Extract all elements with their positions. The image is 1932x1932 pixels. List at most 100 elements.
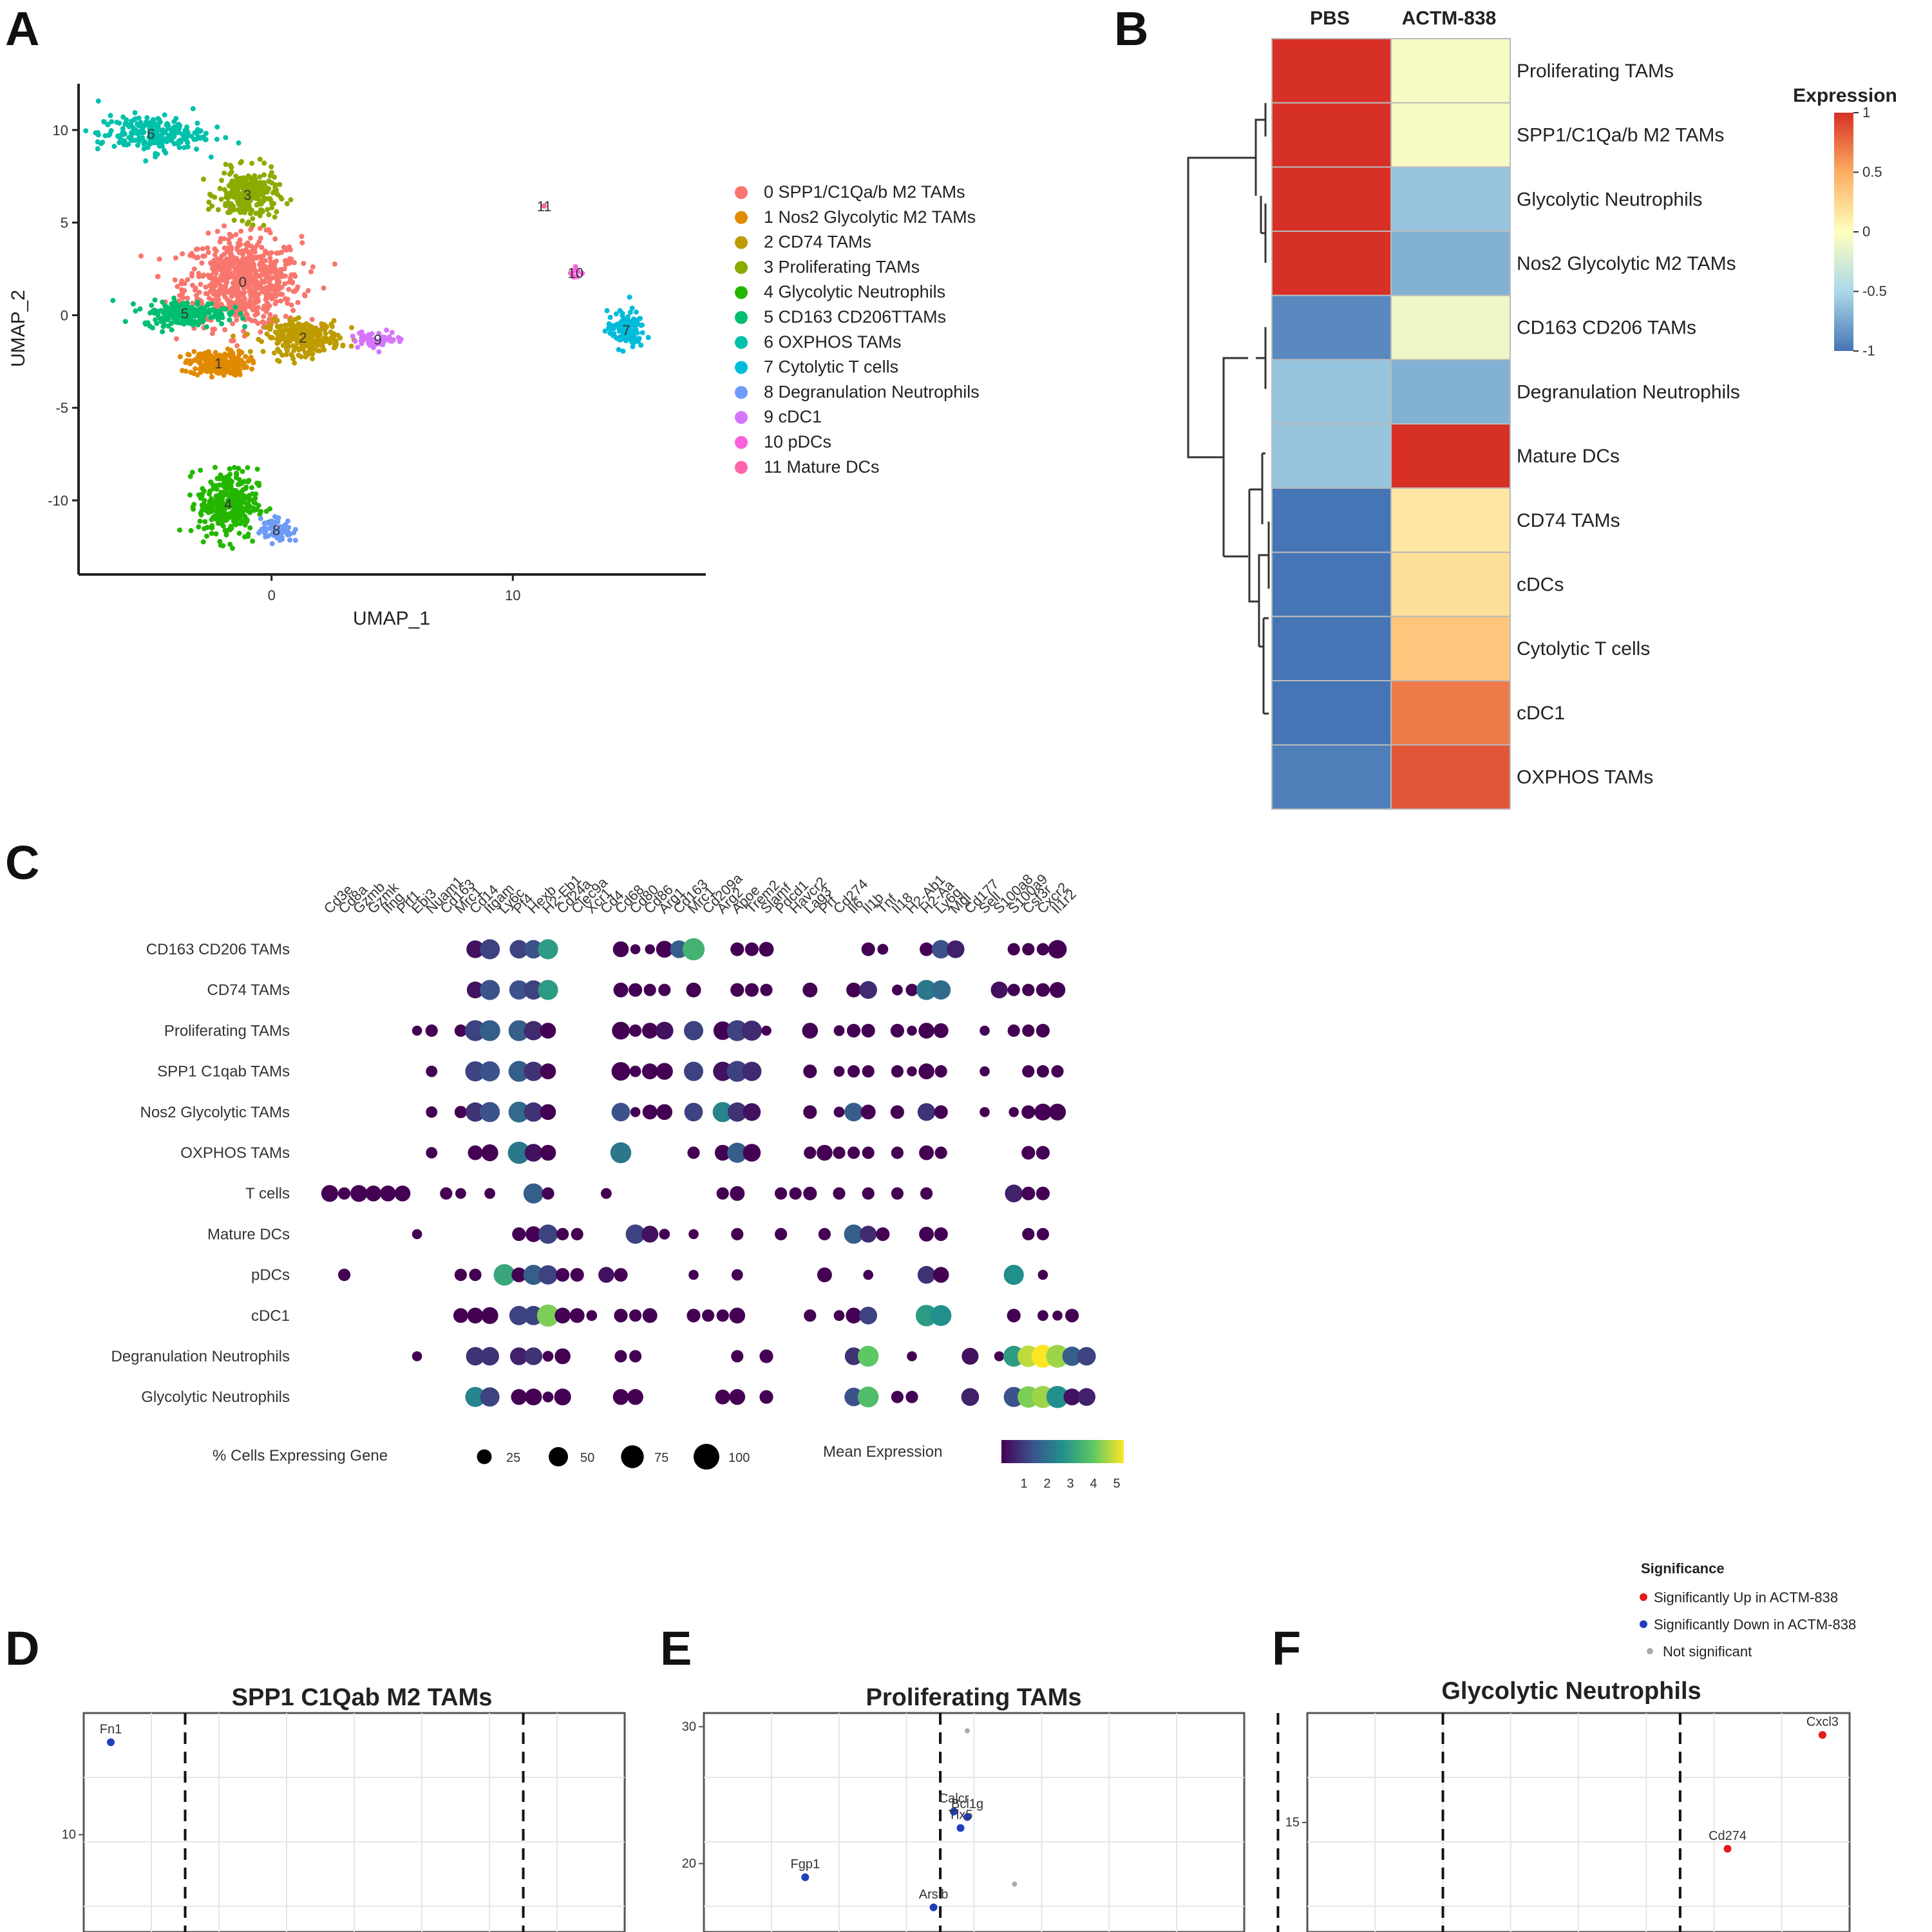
legend-down-marker xyxy=(1640,1620,1647,1628)
umap-point-cluster-0 xyxy=(220,272,226,278)
umap-point-cluster-9 xyxy=(352,338,358,344)
dotplot-dot xyxy=(741,1020,762,1041)
umap-point-cluster-3 xyxy=(256,186,261,192)
umap-y-label: UMAP_2 xyxy=(8,290,29,367)
umap-point-cluster-7 xyxy=(613,311,619,317)
umap-point-cluster-2 xyxy=(247,349,253,354)
umap-point-cluster-0 xyxy=(174,336,179,342)
umap-point-cluster-0 xyxy=(252,318,258,324)
umap-point-cluster-9 xyxy=(364,336,370,341)
umap-point-cluster-7 xyxy=(621,334,627,339)
umap-point-cluster-1 xyxy=(213,350,218,355)
umap-point-cluster-2 xyxy=(281,328,287,334)
umap-point-cluster-4 xyxy=(251,507,257,513)
umap-point-cluster-0 xyxy=(279,274,285,279)
umap-point-cluster-2 xyxy=(321,323,327,328)
dotplot-dot xyxy=(1021,1146,1036,1160)
umap-point-cluster-4 xyxy=(231,464,237,470)
dotplot-dot xyxy=(569,1308,585,1323)
dotplot-dot xyxy=(684,1021,703,1041)
umap-point-cluster-4 xyxy=(230,545,235,551)
umap-point-cluster-0 xyxy=(273,299,279,305)
umap-point-cluster-6 xyxy=(201,134,207,140)
dotplot-dot xyxy=(538,939,558,960)
dotplot-dot xyxy=(804,1309,817,1322)
umap-cluster-label: 3 xyxy=(243,187,251,204)
umap-cluster-label: 8 xyxy=(272,522,280,538)
dotplot-dot xyxy=(338,1269,351,1282)
dotplot-dot xyxy=(684,1061,703,1081)
umap-point-cluster-3 xyxy=(228,201,234,207)
volcano-f-title: Glycolytic Neutrophils xyxy=(1441,1678,1701,1705)
umap-point-cluster-6 xyxy=(95,139,100,145)
umap-point-cluster-4 xyxy=(218,489,224,495)
umap-point-cluster-5 xyxy=(122,319,128,325)
umap-point-cluster-11 xyxy=(541,203,547,209)
umap-point-cluster-6 xyxy=(214,137,220,142)
dotplot-dot xyxy=(612,1388,629,1405)
umap-point-cluster-4 xyxy=(222,488,228,493)
dotplot-dot xyxy=(761,1025,772,1036)
dotplot-dot xyxy=(743,1144,761,1162)
dotplot-dot xyxy=(918,1023,934,1039)
dotplot-dot xyxy=(611,1062,630,1081)
heatmap-cell xyxy=(1271,166,1392,232)
umap-point-cluster-6 xyxy=(179,131,185,137)
dotplot-dot xyxy=(1022,943,1035,956)
umap-point-cluster-2 xyxy=(335,332,341,338)
umap-point-cluster-0 xyxy=(267,303,272,308)
umap-point-cluster-1 xyxy=(193,366,198,372)
umap-point-cluster-9 xyxy=(380,334,385,340)
umap-point-cluster-0 xyxy=(240,298,246,304)
umap-point-cluster-0 xyxy=(222,223,227,229)
dotplot-dot xyxy=(817,1267,832,1283)
umap-point-cluster-4 xyxy=(263,508,269,514)
dotplot-dot xyxy=(890,1105,904,1119)
umap-point-cluster-0 xyxy=(283,247,289,253)
umap-point-cluster-3 xyxy=(218,196,224,202)
dotplot-dot xyxy=(760,983,773,996)
umap-point-cluster-0 xyxy=(200,246,205,252)
color-legend-bar xyxy=(1001,1440,1124,1463)
umap-point-cluster-0 xyxy=(243,311,249,316)
dotplot-dot xyxy=(642,1104,658,1120)
umap-point-cluster-0 xyxy=(278,298,283,304)
umap-point-cluster-0 xyxy=(252,249,258,255)
umap-point-cluster-4 xyxy=(177,527,182,533)
umap-point-cluster-5 xyxy=(242,324,248,330)
umap-point-cluster-6 xyxy=(223,135,229,140)
umap-point-cluster-6 xyxy=(155,116,161,122)
dotplot-dot xyxy=(611,1103,630,1122)
umap-point-cluster-9 xyxy=(379,341,385,347)
umap-point-cluster-0 xyxy=(185,277,191,283)
umap-point-cluster-4 xyxy=(242,534,247,540)
umap-point-cluster-0 xyxy=(254,255,260,261)
dotplot-dot xyxy=(905,1390,918,1403)
umap-point-cluster-7 xyxy=(629,305,635,311)
heatmap-legend-tick-label: -1 xyxy=(1862,343,1875,359)
umap-point-cluster-0 xyxy=(274,270,280,276)
umap-point-cluster-7 xyxy=(620,348,626,354)
umap-point-cluster-3 xyxy=(249,160,255,166)
dotplot-dot xyxy=(455,1188,466,1199)
umap-point-cluster-2 xyxy=(301,346,306,352)
umap-point-cluster-4 xyxy=(234,511,240,517)
umap-point-cluster-6 xyxy=(100,139,106,145)
volcano-point xyxy=(1723,1844,1732,1853)
color-legend-tick-label: 5 xyxy=(1113,1477,1120,1491)
heatmap-cell xyxy=(1390,38,1511,104)
heatmap-legend-tick-label: 0 xyxy=(1862,223,1870,240)
heatmap-panel: PBS ACTM-838 Proliferating TAMs SPP1/C1Qa… xyxy=(1187,8,1897,810)
umap-cluster-label: 4 xyxy=(224,497,232,513)
legend-down-label: Significantly Down in ACTM-838 xyxy=(1654,1616,1856,1633)
dotplot-dot xyxy=(656,1021,674,1040)
umap-point-cluster-0 xyxy=(261,279,267,285)
umap-point-cluster-7 xyxy=(611,326,616,332)
umap-point-cluster-3 xyxy=(238,160,243,166)
heatmap-row-labels: Proliferating TAMs SPP1/C1Qa/b M2 TAMs Gly… xyxy=(1517,61,1740,788)
dotplot-dot xyxy=(931,980,951,1000)
umap-point-cluster-1 xyxy=(217,354,223,360)
dotplot-dot xyxy=(688,1229,699,1240)
dotplot-dot xyxy=(687,1146,700,1159)
